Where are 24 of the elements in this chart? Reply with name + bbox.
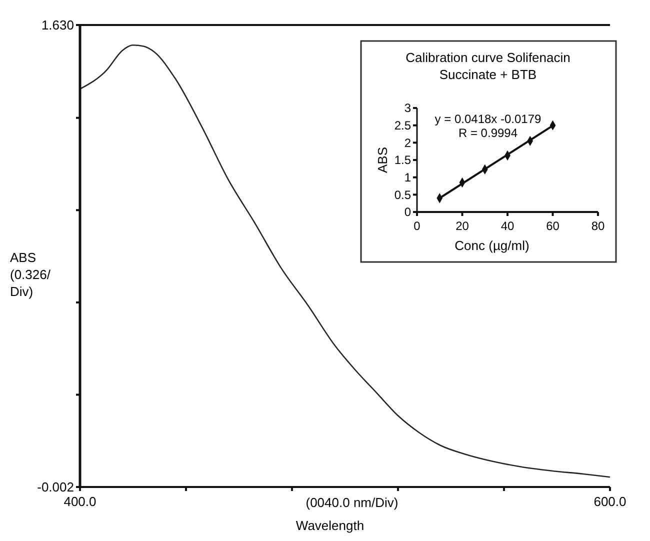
annotation: y = 0.0418x -0.0179 [434, 112, 542, 126]
chart-title: Calibration curve Solifenacin Succinate + BTB [406, 50, 570, 82]
y-axis-title: ABS [375, 146, 390, 174]
y-tick-label: 3 [404, 101, 412, 116]
x-tick-label: 600.0 [594, 494, 626, 509]
x-tick-label: 60 [546, 219, 560, 233]
x-tick-label: 400.0 [64, 494, 96, 509]
y-tick-label: 1.630 [41, 18, 74, 33]
annotation: R = 0.9994 [458, 126, 518, 140]
y-tick-label: 2 [404, 136, 412, 150]
y-axis-title: ABS (0.326/ Div) [10, 250, 51, 299]
y-tick-label: 1 [404, 170, 412, 185]
y-tick-label: 1.5 [394, 153, 412, 168]
x-axis-title: Conc (µg/ml) [454, 238, 530, 253]
line-series [79, 44, 611, 478]
x-tick-label: 20 [456, 219, 470, 233]
x-tick-label: 40 [500, 219, 514, 233]
x-axis-title: (0040.0 nm/Div) Wavelength [296, 495, 398, 533]
y-tick-label: 2.5 [394, 118, 412, 133]
y-tick-label: -0.002 [37, 480, 74, 495]
x-tick-label: 0 [414, 219, 421, 233]
y-tick-label: 0 [404, 205, 412, 220]
y-tick-label: 0.5 [394, 188, 412, 202]
x-tick-label: 80 [591, 219, 605, 233]
